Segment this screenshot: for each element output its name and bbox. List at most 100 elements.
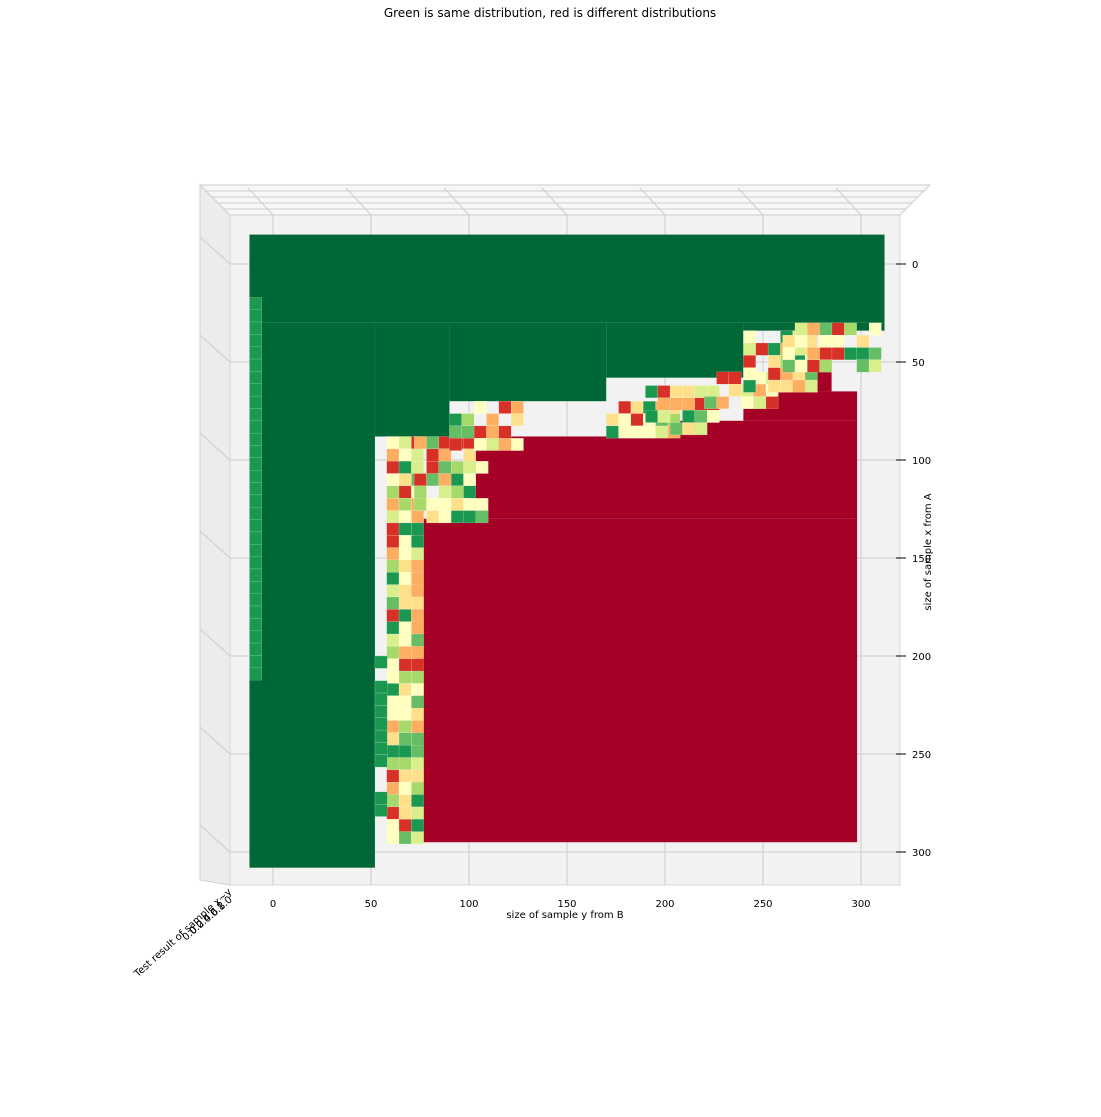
transition-cell xyxy=(411,510,424,524)
edge-cell xyxy=(249,482,262,496)
edge-cell xyxy=(249,556,262,570)
edge-cell xyxy=(249,346,262,360)
transition-cell xyxy=(618,425,632,439)
transition-cell xyxy=(386,510,400,524)
transition-cell xyxy=(386,831,400,845)
transition-cell xyxy=(657,385,671,399)
edge-cell xyxy=(249,494,262,508)
transition-cell xyxy=(669,422,683,436)
transition-cell xyxy=(398,683,412,696)
y-gridline-side xyxy=(199,824,231,853)
edge-cell xyxy=(249,507,262,520)
transition-cell xyxy=(426,436,439,449)
transition-cell xyxy=(411,535,424,548)
y-tick-label: 100 xyxy=(912,456,931,467)
transition-cell xyxy=(374,742,388,755)
transition-cell xyxy=(411,794,424,808)
edge-cell xyxy=(249,383,262,397)
transition-cell xyxy=(486,438,499,451)
edge-cell xyxy=(249,519,262,533)
transition-cell xyxy=(856,334,870,348)
transition-cell xyxy=(618,413,632,427)
edge-cell xyxy=(249,334,262,347)
transition-cell xyxy=(716,396,730,409)
transition-cell xyxy=(411,646,424,659)
transition-cell xyxy=(386,609,400,622)
transition-cell xyxy=(463,510,477,524)
transition-cell xyxy=(386,683,400,696)
transition-cell xyxy=(475,510,489,524)
x-gridline-back xyxy=(639,187,666,216)
x-gridline-back xyxy=(541,187,568,216)
transition-cell xyxy=(386,707,400,721)
transition-cell xyxy=(451,510,464,524)
x-gridline-back xyxy=(345,187,372,216)
transition-cell xyxy=(386,485,400,499)
transition-cell xyxy=(398,461,412,474)
transition-cell xyxy=(819,347,833,360)
transition-cell xyxy=(386,559,400,573)
transition-cell xyxy=(398,522,412,536)
transition-cell xyxy=(398,473,412,487)
transition-cell xyxy=(451,485,464,499)
transition-cell xyxy=(398,707,412,721)
transition-cell xyxy=(438,473,452,487)
edge-cell xyxy=(249,395,262,409)
edge-cell xyxy=(249,531,262,545)
transition-cell xyxy=(386,522,400,536)
transition-cell xyxy=(510,413,524,427)
transition-cell xyxy=(438,485,452,499)
transition-cell xyxy=(682,422,695,436)
transition-cell xyxy=(694,422,708,436)
transition-cell xyxy=(398,769,412,783)
transition-cell xyxy=(463,473,477,487)
edge-cell xyxy=(249,358,262,372)
y-tick-label: 50 xyxy=(912,358,925,369)
x-tick-label: 100 xyxy=(459,899,478,910)
y-tick-label: 0 xyxy=(912,260,918,271)
transition-cell xyxy=(473,425,487,439)
transition-cell xyxy=(794,322,808,336)
x-tick-label: 250 xyxy=(753,899,772,910)
transition-cell xyxy=(411,769,424,783)
transition-cell xyxy=(386,448,400,462)
edge-cell xyxy=(249,309,262,323)
transition-cell xyxy=(486,413,499,427)
edge-cell xyxy=(249,581,262,594)
transition-cell xyxy=(386,596,400,610)
transition-cell xyxy=(398,646,412,659)
transition-cell xyxy=(782,334,796,348)
transition-cell xyxy=(694,385,708,399)
transition-cell xyxy=(728,371,742,385)
y-gridline-side xyxy=(199,628,231,657)
surface-patch-different xyxy=(414,518,858,843)
transition-cell xyxy=(386,794,400,808)
transition-cell xyxy=(411,819,424,832)
transition-cell xyxy=(374,680,388,694)
transition-cell xyxy=(411,782,424,795)
transition-cell xyxy=(398,448,412,462)
edge-cell xyxy=(249,630,262,644)
y-gridline-side xyxy=(199,530,231,559)
transition-cell xyxy=(767,355,781,368)
transition-cell xyxy=(606,425,619,439)
transition-cell xyxy=(767,342,781,356)
transition-cell xyxy=(374,754,388,768)
transition-cell xyxy=(794,359,808,373)
transition-cell xyxy=(386,535,400,548)
transition-cell xyxy=(398,806,412,820)
transition-cell xyxy=(411,670,424,684)
transition-cell xyxy=(669,385,683,399)
transition-cell xyxy=(743,367,756,381)
transition-cell xyxy=(807,359,820,373)
transition-cell xyxy=(765,396,779,409)
transition-cell xyxy=(411,806,424,820)
transition-cell xyxy=(426,461,439,474)
transition-cell xyxy=(398,584,412,598)
edge-cell xyxy=(249,618,262,631)
transition-cell xyxy=(386,745,400,758)
edge-cell xyxy=(249,605,262,619)
transition-cell xyxy=(794,334,808,348)
transition-cell xyxy=(868,359,882,373)
transition-cell xyxy=(398,794,412,808)
